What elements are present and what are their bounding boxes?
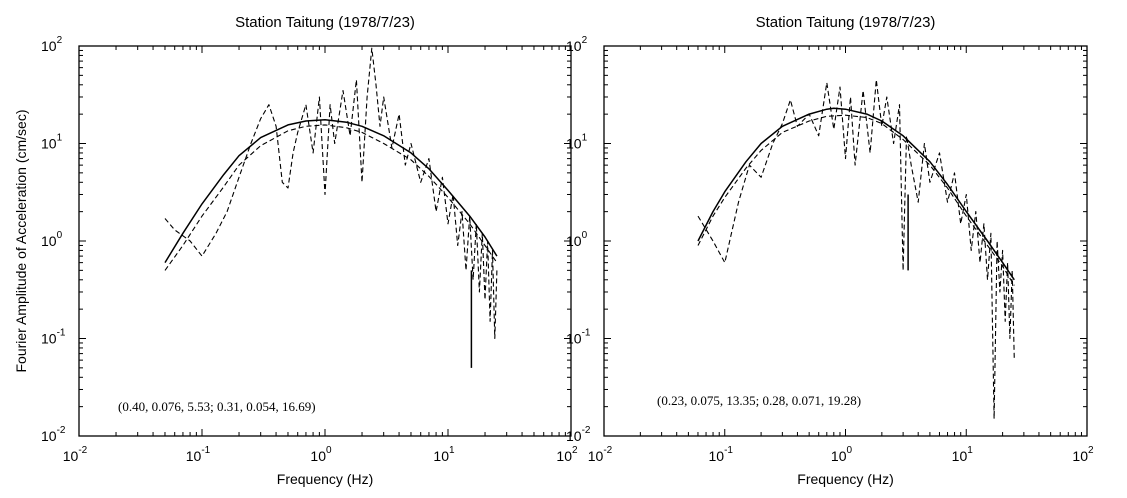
axis-ticks <box>78 45 572 437</box>
dashed-series-line <box>164 47 498 340</box>
chart-left: 10-2 10-1 100 101 102 10-2 10-1 100 101 102 Statio… <box>13 14 578 487</box>
solid-series-line <box>164 119 498 263</box>
plot-frame <box>78 45 572 437</box>
x-axis-label: Frequency (Hz) <box>277 471 373 487</box>
y-tick-label: 10-1 <box>566 328 591 347</box>
chart-title: Station Taitung (1978/7/23) <box>756 14 936 31</box>
y-tick-label: 100 <box>566 230 588 249</box>
y-tick-label: 101 <box>41 133 63 152</box>
x-tick-label: 101 <box>433 445 455 464</box>
y-tick-label: 101 <box>566 133 588 152</box>
x-tick-label: 100 <box>310 445 332 464</box>
y-tick-label: 10-2 <box>566 425 591 444</box>
parameter-annotation: (0.40, 0.076, 5.53; 0.31, 0.054, 16.69) <box>118 399 316 414</box>
x-tick-label: 102 <box>556 445 578 464</box>
x-tick-label: 10-1 <box>709 445 734 464</box>
y-axis-label: Fourier Amplitude of Acceleration (cm/se… <box>13 110 29 373</box>
solid-series-line <box>697 107 1015 281</box>
axis-ticks <box>603 45 1088 437</box>
y-tick-label: 100 <box>41 230 63 249</box>
y-tick-label: 102 <box>566 35 588 54</box>
parameter-annotation: (0.23, 0.075, 13.35; 0.28, 0.071, 19.28) <box>657 393 861 408</box>
y-tick-label: 102 <box>41 35 63 54</box>
chart-title: Station Taitung (1978/7/23) <box>235 14 415 31</box>
x-tick-label: 102 <box>1072 445 1094 464</box>
x-tick-label: 10-2 <box>63 445 88 464</box>
dashed-series-line <box>697 114 1015 286</box>
x-axis-label: Frequency (Hz) <box>797 471 893 487</box>
x-tick-label: 10-1 <box>186 445 211 464</box>
plot-frame <box>603 45 1088 437</box>
chart-right: 10-2 10-1 100 101 102 10-2 10-1 100 101 102 Statio… <box>566 14 1094 487</box>
y-tick-label: 10-2 <box>41 425 66 444</box>
x-tick-label: 10-2 <box>588 445 613 464</box>
dashed-series-line <box>697 79 1015 420</box>
x-tick-label: 101 <box>952 445 974 464</box>
x-tick-label: 100 <box>831 445 853 464</box>
y-tick-label: 10-1 <box>41 328 66 347</box>
dashed-series-line <box>164 124 498 271</box>
